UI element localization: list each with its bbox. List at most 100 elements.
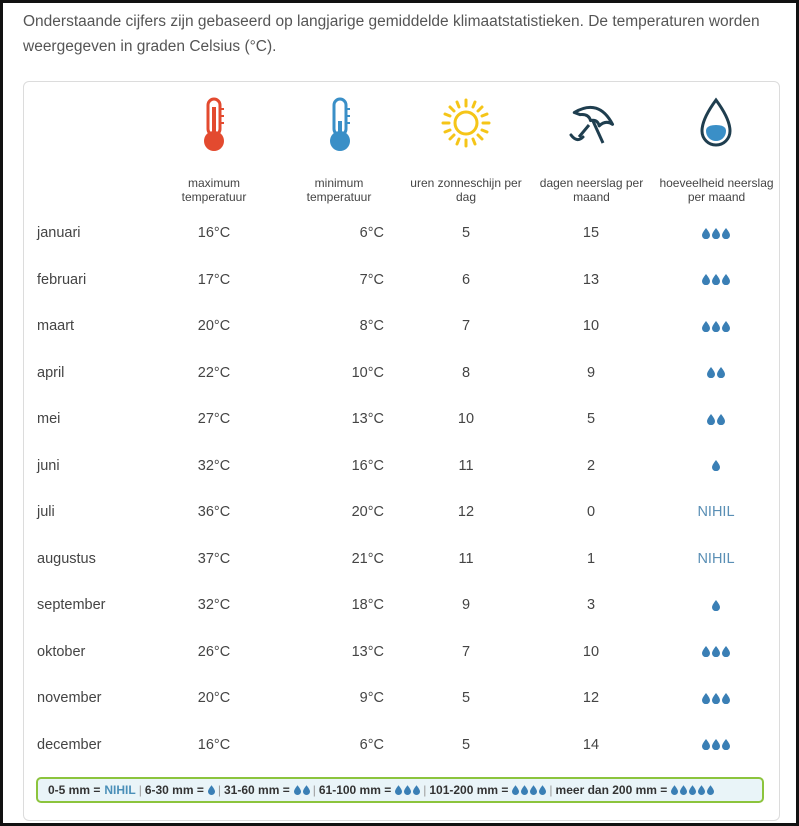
raindrop-icon: [707, 413, 715, 425]
legend-range: 61-100 mm =: [318, 783, 392, 797]
month-cell: augustus: [37, 550, 96, 567]
raindrop-icon: [702, 227, 710, 239]
rain-drops: [702, 739, 730, 751]
max-temp-cell: 26°C: [197, 643, 231, 660]
raindrop-icon: [712, 739, 720, 751]
header-max-temp: maximum temperatuur: [181, 176, 247, 204]
thermometer-hot-icon: [204, 97, 224, 151]
legend-drops: [671, 785, 715, 795]
table-row: april 22°C 10°C 8 9: [24, 358, 779, 388]
min-temp-cell: 10°C: [351, 364, 384, 381]
climate-table: maximum temperatuur minimum temperatuur …: [23, 81, 780, 821]
table-row: maart 20°C 8°C 7 10: [24, 311, 779, 341]
raindrop-icon: [413, 785, 421, 795]
intro-text: Onderstaande cijfers zijn gebaseerd op l…: [23, 13, 760, 55]
legend-separator: |: [217, 783, 221, 797]
rain-legend: 0-5 mm = NIHIL | 6-30 mm = | 31-60 mm = | 61-10…: [36, 777, 764, 803]
rain-drops: [707, 367, 725, 379]
rain-drops: [712, 460, 720, 472]
rain-drops: [702, 646, 730, 658]
umbrella-icon: [569, 105, 615, 144]
min-temp-cell: 18°C: [351, 597, 384, 613]
raindrop-icon: [722, 227, 730, 239]
raindrop-icon: [717, 413, 725, 425]
legend-separator: |: [312, 783, 316, 797]
raindrop-icon: [539, 785, 547, 795]
legend-separator: |: [423, 783, 427, 797]
raindrop-icon: [712, 227, 720, 239]
raindrop-icon: [698, 785, 706, 795]
rain-drops: [702, 320, 730, 332]
month-cell: juli: [37, 504, 55, 520]
header-rain-amount: hoeveelheid neerslag per maand: [659, 176, 774, 204]
raindrop-icon: [712, 320, 720, 332]
sun-hours-cell: 11: [458, 457, 474, 474]
raindrop-icon: [293, 785, 301, 795]
sun-hours-cell: 5: [461, 690, 471, 706]
raindrop-icon: [707, 785, 715, 795]
rain-days-cell: 13: [582, 271, 600, 288]
rain-amount-cell: [676, 590, 756, 620]
raindrop-icon: [404, 785, 412, 795]
rain-amount-cell: [676, 730, 756, 760]
min-temp-cell: 7°C: [359, 271, 384, 288]
sun-hours-cell: 7: [461, 318, 471, 334]
raindrop-icon: [722, 739, 730, 751]
raindrop-icon: [702, 646, 710, 658]
rain-days-cell: 1: [586, 550, 596, 567]
sun-hours-cell: 5: [461, 736, 471, 753]
month-cell: april: [37, 364, 65, 381]
raindrop-icon: [702, 274, 710, 286]
rain-drops: [707, 413, 725, 425]
rain-amount-cell: [676, 637, 756, 667]
rain-amount-cell: [676, 683, 756, 713]
rain-days-cell: 12: [582, 690, 600, 706]
max-temp-cell: 16°C: [197, 736, 231, 753]
header-rain-days: dagen neerslag per maand: [539, 176, 644, 204]
legend-drops: [207, 785, 215, 795]
legend-range: 6-30 mm =: [144, 783, 204, 797]
rain-days-cell: 14: [582, 736, 600, 753]
rain-amount-cell: [676, 265, 756, 295]
sun-hours-cell: 11: [458, 550, 474, 567]
min-temp-cell: 13°C: [351, 643, 384, 660]
month-cell: oktober: [37, 643, 86, 660]
raindrop-icon: [530, 785, 538, 795]
raindrop-icon: [702, 692, 710, 704]
raindrop-icon: [712, 599, 720, 611]
table-row: november 20°C 9°C 5 12: [24, 683, 779, 713]
rain-amount-cell: NIHIL: [676, 497, 756, 527]
min-temp-cell: 9°C: [359, 690, 384, 706]
sun-hours-cell: 5: [461, 225, 471, 241]
table-row: mei 27°C 13°C 10 5: [24, 404, 779, 434]
legend-range: 0-5 mm =: [48, 783, 101, 797]
month-cell: februari: [37, 271, 87, 288]
legend-drops: [293, 785, 310, 795]
raindrop-icon: [521, 785, 529, 795]
min-temp-cell: 20°C: [351, 504, 384, 520]
legend-drops: [512, 785, 547, 795]
max-temp-cell: 20°C: [197, 318, 231, 334]
rain-days-cell: 15: [582, 225, 600, 241]
table-row: juli 36°C 20°C 12 0 NIHIL: [24, 497, 779, 527]
nihil-label: NIHIL: [697, 550, 735, 567]
max-temp-cell: 27°C: [197, 411, 231, 427]
sun-hours-cell: 10: [457, 411, 475, 427]
min-temp-cell: 16°C: [351, 457, 384, 474]
min-temp-cell: 8°C: [359, 318, 384, 334]
table-row: juni 32°C 16°C 11 2: [24, 451, 779, 481]
rain-drops: [702, 692, 730, 704]
legend-drops: [395, 785, 421, 795]
rain-days-cell: 5: [586, 411, 596, 427]
raindrop-icon: [712, 460, 720, 472]
month-cell: november: [37, 690, 102, 706]
rain-days-cell: 10: [582, 318, 600, 334]
sun-hours-cell: 8: [461, 364, 471, 381]
raindrop-icon: [722, 274, 730, 286]
month-cell: juni: [37, 457, 60, 474]
rain-amount-cell: [676, 311, 756, 341]
rain-amount-cell: [676, 218, 756, 248]
table-row: september 32°C 18°C 9 3: [24, 590, 779, 620]
raindrop-icon: [395, 785, 403, 795]
month-cell: december: [37, 736, 102, 753]
